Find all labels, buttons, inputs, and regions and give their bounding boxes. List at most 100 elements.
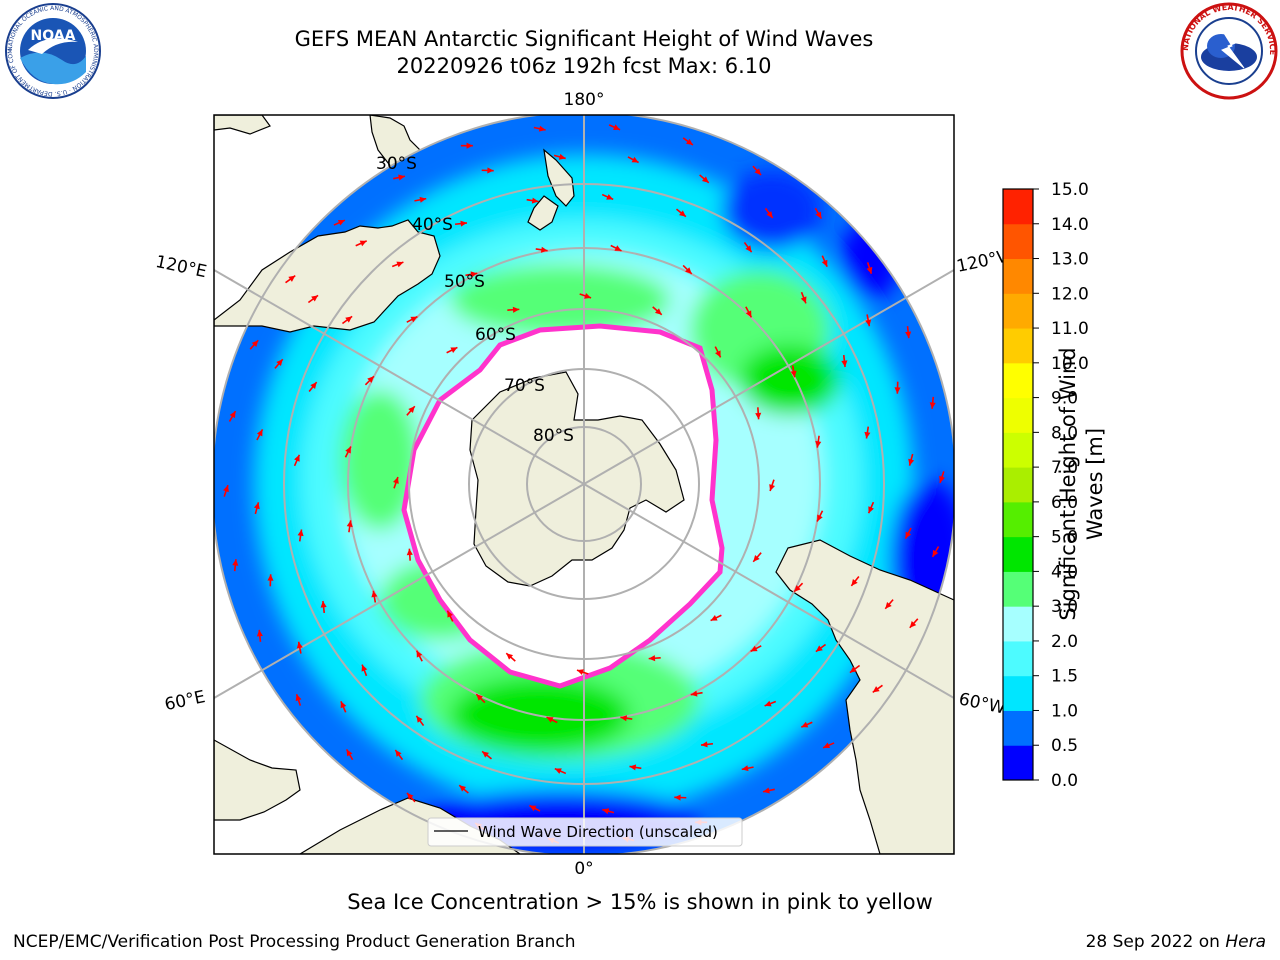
- wave-arrow-head: [506, 653, 514, 660]
- wave-arrow-head: [868, 506, 874, 514]
- colorbar-tick-label: 1.0: [1051, 701, 1078, 721]
- wave-arrow-head: [538, 125, 546, 132]
- lat-label-50s: 50°S: [444, 272, 485, 292]
- wave-arrow-head: [745, 245, 752, 253]
- wave-arrow-head: [395, 749, 402, 757]
- wave-arrow-head: [459, 785, 467, 792]
- colorbar: 0.0 0.5 1.0 1.5 2.0 3.0 4.0 5.0 6.0 7.0 8.0 9.0 10.0…: [1002, 180, 1089, 791]
- colorbar-swatch: [1003, 571, 1033, 607]
- wave-arrow-head: [512, 306, 520, 313]
- wave-arrow-head: [885, 601, 892, 609]
- wave-arrow-head: [546, 717, 554, 723]
- wave-arrow-head: [540, 246, 548, 253]
- wave-arrow-head: [340, 701, 347, 709]
- wave-arrow-head: [288, 275, 296, 282]
- wave-arrow-head: [905, 331, 912, 339]
- wave-arrow-head: [584, 292, 592, 299]
- latitude-labels: 30°S 40°S 50°S 60°S 70°S 80°S: [376, 154, 574, 446]
- wave-direction-arrows: [223, 124, 945, 844]
- wave-arrow-head: [337, 219, 345, 226]
- wave-arrow-head: [311, 295, 319, 302]
- footer-date: 28 Sep 2022 on Hera: [1086, 932, 1266, 952]
- wave-arrow-head: [606, 194, 614, 200]
- wave-arrow-head: [939, 475, 945, 483]
- colorbar-swatch: [1003, 189, 1033, 225]
- wave-arrow-head: [345, 316, 353, 323]
- colorbar-swatch: [1003, 397, 1033, 433]
- wave-arrow-head: [406, 548, 413, 556]
- wave-arrow-head: [686, 138, 693, 146]
- wave-arrow-head: [674, 794, 681, 801]
- colorbar-tick-label: 3.0: [1051, 597, 1078, 617]
- wave-arrow-head: [346, 749, 353, 757]
- wave-arrow-head: [614, 245, 622, 251]
- colorbar-swatch: [1003, 606, 1033, 642]
- wave-arrow-head: [701, 176, 709, 183]
- wave-arrow-head: [872, 686, 880, 693]
- wave-arrow-head: [908, 458, 915, 466]
- wave-arrow-head: [679, 210, 686, 217]
- wave-arrow-head: [361, 664, 368, 672]
- wave-arrow-head: [460, 220, 467, 227]
- lon-label-60w: 60°W: [957, 689, 1007, 718]
- wave-arrow-head: [276, 359, 283, 367]
- chart-subtitle: 20220926 t06z 192h fcst Max: 6.10: [396, 54, 772, 78]
- wave-arrow-head: [408, 406, 415, 414]
- colorbar-swatch: [1003, 432, 1033, 468]
- wave-arrow-head: [817, 514, 823, 522]
- legend-label: Wind Wave Direction (unscaled): [478, 823, 718, 841]
- wave-arrow-head: [256, 629, 263, 637]
- wave-arrow-head: [613, 124, 621, 130]
- wave-arrow-head: [267, 574, 274, 581]
- wave-arrow-head: [392, 476, 399, 484]
- lat-label-60s: 60°S: [475, 325, 516, 345]
- wave-arrow-head: [416, 650, 423, 658]
- wave-arrow-head: [296, 641, 303, 649]
- wave-arrow-head: [419, 196, 427, 203]
- lat-label-80s: 80°S: [533, 426, 574, 446]
- wave-arrow-head: [416, 715, 423, 723]
- wave-arrow-head: [294, 454, 300, 462]
- wave-arrow-head: [866, 266, 873, 274]
- wave-arrow-head: [841, 360, 848, 367]
- lightning-icon: [1221, 29, 1245, 69]
- wave-arrow-head: [685, 267, 692, 274]
- map-frame-content: Wind Wave Direction (unscaled): [214, 115, 954, 854]
- wave-arrow-head: [790, 370, 797, 378]
- wave-arrow-head: [554, 768, 562, 774]
- colorbar-swatch: [1003, 745, 1033, 781]
- wave-arrow-head: [229, 411, 236, 419]
- wave-arrow-head: [251, 340, 259, 347]
- colorbar-tick-label: 9.0: [1051, 389, 1078, 409]
- colorbar-tick-label: 15.0: [1051, 180, 1089, 200]
- footer-host: Hera: [1225, 932, 1266, 952]
- colorbar-tick-label: 4.0: [1051, 562, 1078, 582]
- lon-label-0: 0°: [574, 859, 593, 879]
- chart-title: GEFS MEAN Antarctic Significant Height o…: [294, 27, 874, 51]
- footer-date-text: 28 Sep 2022 on: [1085, 932, 1226, 952]
- wave-arrow-head: [905, 531, 912, 539]
- wave-arrow-head: [648, 655, 656, 662]
- colorbar-tick-label: 7.0: [1051, 458, 1078, 478]
- wave-arrow-head: [800, 296, 807, 304]
- wave-arrow-head: [823, 742, 831, 749]
- wave-arrow-head: [932, 549, 939, 557]
- wave-arrow-head: [346, 520, 353, 528]
- colorbar-tick-label: 1.5: [1051, 667, 1078, 687]
- wave-arrow-head: [447, 610, 453, 618]
- wave-arrow-head: [766, 211, 773, 219]
- lon-label-120e: 120°E: [154, 252, 209, 282]
- map-legend: Wind Wave Direction (unscaled): [427, 817, 743, 847]
- colorbar-swatch: [1003, 362, 1033, 399]
- colorbar-swatch: [1003, 223, 1033, 260]
- madagascar-region: [214, 739, 301, 821]
- wave-arrow-head: [253, 502, 260, 510]
- graticule: [214, 115, 954, 854]
- wave-arrow-head: [763, 787, 770, 794]
- colorbar-swatch: [1003, 640, 1033, 677]
- colorbar-ticks: 0.0 0.5 1.0 1.5 2.0 3.0 4.0 5.0 6.0 7.0 8.0 9.0 10.0…: [1033, 180, 1089, 791]
- wave-arrow-head: [466, 142, 473, 149]
- wave-arrow-head: [745, 310, 752, 318]
- wave-arrow-head: [909, 621, 917, 628]
